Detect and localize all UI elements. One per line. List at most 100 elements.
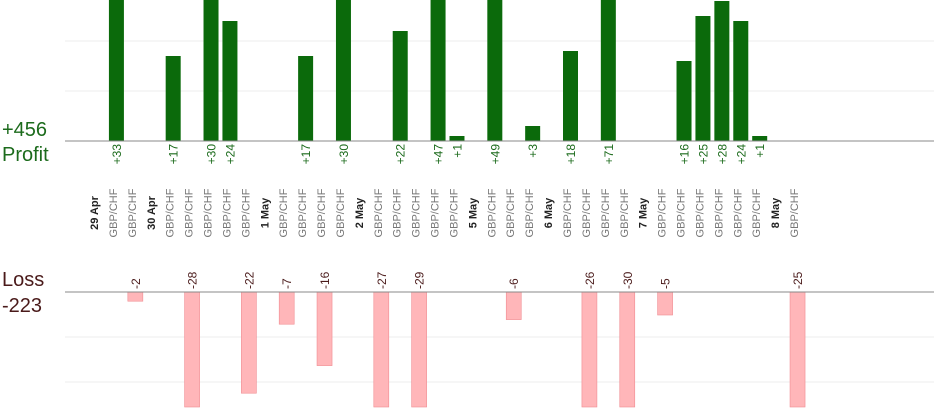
profit-bar [165, 56, 181, 141]
profit-bar [752, 136, 768, 141]
pair-label: GBP/CHF [373, 188, 385, 237]
loss-bar [127, 291, 144, 302]
profit-bar [525, 126, 541, 141]
loss-value-label: -26 [583, 271, 597, 289]
profit-value-label: +24 [734, 144, 748, 165]
profit-bar [430, 0, 446, 141]
profit-value-label: +25 [696, 144, 710, 165]
pair-label: GBP/CHF [392, 188, 404, 237]
pair-label: GBP/CHF [108, 188, 120, 237]
loss-value-label: -7 [280, 278, 294, 289]
pair-label: GBP/CHF [581, 188, 593, 237]
loss-value-label: -2 [129, 278, 143, 289]
profit-bar [600, 0, 616, 141]
pair-label: GBP/CHF [676, 188, 688, 237]
pair-label: GBP/CHF [221, 188, 233, 237]
loss-value-label: -29 [413, 271, 427, 289]
loss-value-label: -22 [242, 271, 256, 289]
profit-bar [449, 136, 465, 141]
pair-label: GBP/CHF [789, 188, 801, 237]
profit-bar [695, 16, 711, 141]
loss-bar [373, 291, 390, 408]
date-label: 6 May [543, 197, 555, 228]
pair-label: GBP/CHF [524, 188, 536, 237]
profit-bar [733, 21, 749, 141]
loss-value-label: -30 [621, 271, 635, 289]
profit-value-label: +22 [394, 144, 408, 165]
profit-value-label: +1 [450, 144, 464, 158]
loss-bar [316, 291, 333, 366]
profit-value-label: +28 [715, 144, 729, 165]
date-label: 5 May [467, 197, 479, 228]
pair-label: GBP/CHF [751, 188, 763, 237]
loss-bar [619, 291, 636, 408]
profit-value-label: +3 [526, 144, 540, 158]
loss-value-label: -16 [318, 271, 332, 289]
loss-bar [505, 291, 522, 320]
pair-label: GBP/CHF [316, 188, 328, 237]
profit-bar [203, 0, 219, 141]
profit-bar [676, 61, 692, 141]
loss-value-label: -5 [659, 278, 673, 289]
loss-bar [581, 291, 598, 408]
profit-value-label: +24 [223, 144, 237, 165]
profit-value-label: +30 [205, 144, 219, 165]
date-label: 30 Apr [146, 195, 158, 230]
profit-bar [392, 31, 408, 141]
profit-value-label: +17 [167, 144, 181, 165]
profit-value-label: +1 [753, 144, 767, 158]
loss-value-label: -28 [186, 271, 200, 289]
pair-label: GBP/CHF [184, 188, 196, 237]
pair-label: GBP/CHF [486, 188, 498, 237]
profit-bar [108, 0, 124, 141]
profit-bar [222, 21, 238, 141]
profit-bar [487, 0, 503, 141]
pair-label: GBP/CHF [713, 188, 725, 237]
loss-bar [789, 291, 806, 408]
pair-label: GBP/CHF [297, 188, 309, 237]
profit-value-label: +17 [299, 144, 313, 165]
profit-bar [298, 56, 314, 141]
pair-label: GBP/CHF [619, 188, 631, 237]
loss-total: -223 [2, 295, 43, 317]
loss-bar [411, 291, 427, 408]
loss-bar [657, 291, 673, 316]
pair-label: GBP/CHF [430, 188, 442, 237]
pair-label: GBP/CHF [694, 188, 706, 237]
loss-bar [241, 291, 257, 394]
loss-bar [184, 291, 200, 408]
profit-bar [714, 1, 730, 141]
pair-label: GBP/CHF [240, 188, 252, 237]
pair-label: GBP/CHF [165, 188, 177, 237]
profit-value-label: +30 [337, 144, 351, 165]
pair-label: GBP/CHF [732, 188, 744, 237]
date-label: 1 May [259, 197, 271, 228]
loss-value-label: -27 [375, 271, 389, 289]
profit-value-label: +33 [110, 144, 124, 165]
pair-label: GBP/CHF [657, 188, 669, 237]
pair-label: GBP/CHF [448, 188, 460, 237]
loss-label: Loss [2, 269, 45, 291]
profit-value-label: +49 [488, 144, 502, 165]
date-label: 8 May [770, 197, 782, 228]
date-label: 2 May [354, 197, 366, 228]
pair-label: GBP/CHF [127, 188, 139, 237]
pair-label: GBP/CHF [411, 188, 423, 237]
pair-label: GBP/CHF [203, 188, 215, 237]
loss-bar [278, 291, 295, 325]
pair-label: GBP/CHF [335, 188, 347, 237]
pair-label: GBP/CHF [278, 188, 290, 237]
profit-value-label: +71 [602, 144, 616, 165]
profit-value-label: +18 [564, 144, 578, 165]
pair-label: GBP/CHF [600, 188, 612, 237]
pair-label: GBP/CHF [505, 188, 517, 237]
profit-bar [335, 0, 351, 141]
date-label: 7 May [638, 197, 650, 228]
loss-value-label: -25 [791, 271, 805, 289]
profit-label: Profit [2, 144, 49, 166]
profit-total: +456 [2, 119, 48, 141]
date-label: 29 Apr [89, 195, 101, 230]
pair-label: GBP/CHF [562, 188, 574, 237]
profit-bar [563, 51, 578, 141]
